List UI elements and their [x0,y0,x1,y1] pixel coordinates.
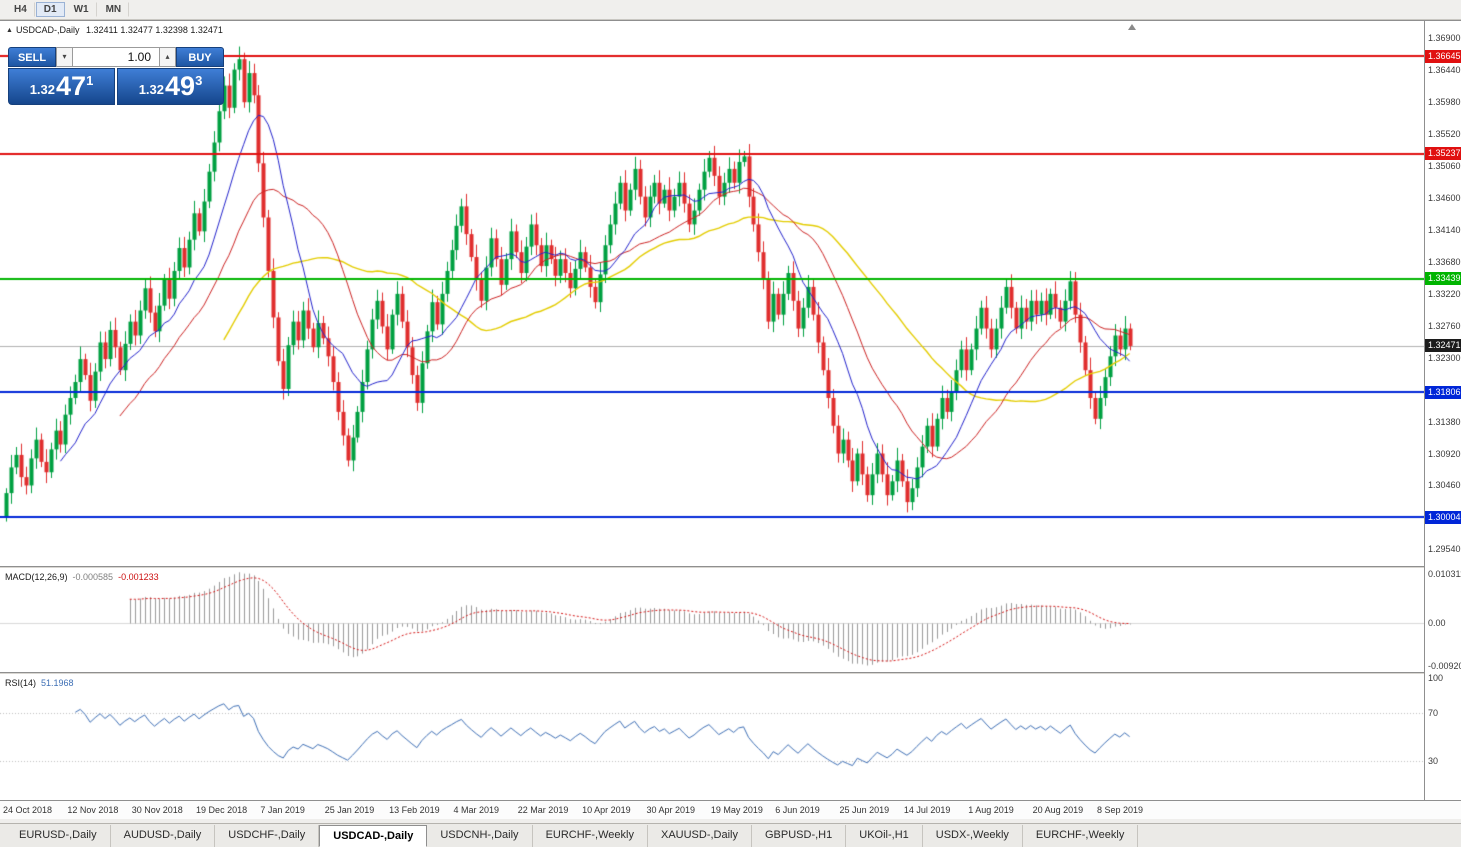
panel-splitter[interactable] [0,672,1461,674]
rsi-scale-label: 30 [1428,755,1439,766]
date-label: 30 Apr 2019 [646,805,696,815]
timeframe-button-mn[interactable]: MN [98,2,130,17]
macd-indicator-canvas[interactable] [0,568,1424,672]
price-tick-label: 1.36440 [1428,65,1461,76]
price-tick-label: 1.30920 [1428,448,1461,459]
date-label: 10 Apr 2019 [582,805,631,815]
level-price-badge: 1.33439 [1425,272,1461,286]
date-label: 30 Nov 2018 [131,805,183,815]
chart-tab-bar: EURUSD-,Daily AUDUSD-,Daily USDCHF-,Daily U… [0,823,1461,847]
timeframe-toolbar: H4 D1 W1 MN [0,0,1461,20]
price-tick-label: 1.32300 [1428,352,1461,363]
macd-header: MACD(12,26,9) -0.000585 -0.001233 [5,572,159,582]
chart-tab-6-xauusd[interactable]: XAUUSD-,Daily [648,825,752,847]
date-label: 24 Oct 2018 [3,805,53,815]
chart-tab-10-eurchf[interactable]: EURCHF-,Weekly [1023,825,1139,847]
rsi-indicator-canvas[interactable] [0,674,1424,800]
timeframe-button-w1[interactable]: W1 [66,2,97,17]
level-price-badge: 1.31806 [1425,385,1461,399]
level-price-badge: 1.36645 [1425,49,1461,63]
chart-title: ▲ USDCAD-,Daily 1.32411 1.32477 1.32398 1… [6,25,223,35]
chart-tab-7-gbpusd[interactable]: GBPUSD-,H1 [752,825,847,847]
sell-price-button[interactable]: 1.32 47 1 [8,68,115,105]
rsi-scale-label: 100 [1428,673,1444,683]
date-label: 19 May 2019 [710,805,763,815]
buy-price-small: 1.32 [138,82,165,97]
price-tick-label: 1.35520 [1428,129,1461,140]
date-label: 20 Aug 2019 [1032,805,1084,815]
price-tick-label: 1.30460 [1428,480,1461,491]
buy-button[interactable]: BUY [176,47,224,67]
macd-main-value: -0.000585 [72,572,114,582]
macd-name: MACD(12,26,9) [5,572,68,582]
current-price-badge: 1.32471 [1425,339,1461,353]
price-tick-label: 1.33220 [1428,288,1461,299]
macd-scale-label: -0.009203 [1428,661,1461,671]
date-label: 7 Jan 2019 [260,805,305,815]
date-label: 6 Jun 2019 [775,805,820,815]
level-price-badge: 1.35237 [1425,147,1461,161]
buy-price-sup: 3 [195,73,203,88]
macd-signal-value: -0.001233 [118,572,159,582]
chart-tab-2-usdchf[interactable]: USDCHF-,Daily [215,825,320,847]
volume-increase-button[interactable]: ▴ [159,47,176,67]
chart-window: ▲ USDCAD-,Daily 1.32411 1.32477 1.32398 1… [0,20,1461,819]
chart-tab-5-eurchf[interactable]: EURCHF-,Weekly [533,825,648,847]
price-chart-canvas[interactable] [0,21,1424,566]
date-label: 25 Jun 2019 [839,805,890,815]
chart-tab-8-ukoil[interactable]: UKOil-,H1 [846,825,923,847]
chart-tab-9-usdx[interactable]: USDX-,Weekly [923,825,1023,847]
price-tick-label: 1.34140 [1428,224,1461,235]
time-axis[interactable]: 24 Oct 2018 12 Nov 2018 30 Nov 2018 19 Dec … [0,800,1461,819]
macd-scale-label: 0.00 [1428,617,1446,628]
date-label: 4 Mar 2019 [453,805,499,815]
chart-symbol-period: USDCAD-,Daily [15,25,80,35]
chart-tab-3-usdcad[interactable]: USDCAD-,Daily [319,825,428,847]
date-label: 19 Dec 2018 [196,805,248,815]
price-tick-label: 1.33680 [1428,256,1461,267]
panel-splitter[interactable] [0,566,1461,568]
rsi-header: RSI(14) 51.1968 [5,678,74,688]
macd-scale-label: 0.010311 [1428,569,1461,579]
timeframe-button-d1[interactable]: D1 [35,2,65,17]
price-tick-label: 1.31380 [1428,416,1461,427]
buy-price-big: 49 [165,71,196,101]
timeframe-button-h4[interactable]: H4 [6,2,35,17]
date-label: 13 Feb 2019 [389,805,440,815]
date-label: 22 Mar 2019 [517,805,569,815]
sell-price-big: 47 [56,71,87,101]
chart-tab-1-audusd[interactable]: AUDUSD-,Daily [111,825,216,847]
rsi-name: RSI(14) [5,678,37,688]
date-label: 14 Jul 2019 [903,805,951,815]
date-label: 12 Nov 2018 [67,805,119,815]
price-tick-label: 1.35060 [1428,161,1461,172]
sell-price-small: 1.32 [29,82,56,97]
sell-price-sup: 1 [86,73,94,88]
date-label: 8 Sep 2019 [1096,805,1143,815]
chart-icon: ▲ [6,27,13,34]
price-tick-label: 1.32760 [1428,320,1461,331]
price-tick-label: 1.36900 [1428,33,1461,44]
date-label: 25 Jan 2019 [324,805,375,815]
chart-tab-0-eurusd[interactable]: EURUSD-,Daily [6,825,111,847]
price-tick-label: 1.35980 [1428,97,1461,108]
chart-shift-marker-icon[interactable] [1128,24,1136,30]
price-tick-label: 1.34600 [1428,193,1461,204]
price-tick-label: 1.29540 [1428,544,1461,555]
chart-tab-4-usdcnh[interactable]: USDCNH-,Daily [427,825,533,847]
rsi-value: 51.1968 [41,678,74,688]
level-price-badge: 1.30004 [1425,510,1461,524]
date-label: 1 Aug 2019 [968,805,1014,815]
rsi-scale-label: 70 [1428,708,1439,719]
volume-input[interactable] [73,47,159,67]
volume-decrease-button[interactable]: ▾ [56,47,73,67]
price-axis[interactable]: 1.36900 1.36440 1.35980 1.35520 1.35060 1.346… [1424,21,1461,800]
chart-ohlc-values: 1.32411 1.32477 1.32398 1.32471 [85,25,223,35]
buy-price-button[interactable]: 1.32 49 3 [117,68,224,105]
sell-button[interactable]: SELL [8,47,56,67]
